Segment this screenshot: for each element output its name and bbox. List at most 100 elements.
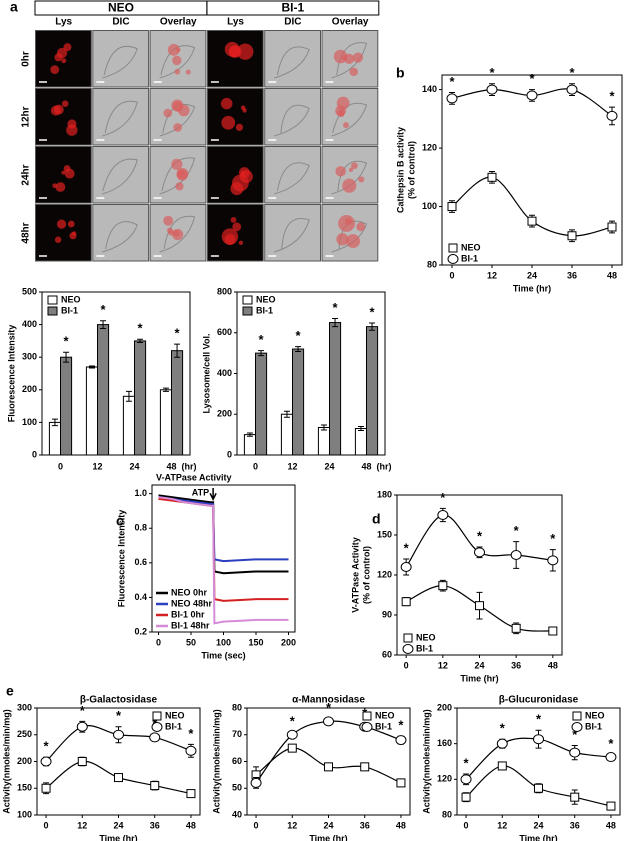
significance-star: * [609,89,615,104]
error-bar [125,390,132,402]
y-tick-label: 80 [442,809,452,819]
marker-circle [606,110,618,121]
significance-star: * [529,71,535,86]
lysosome-signal [239,169,253,184]
marker-circle [605,752,617,763]
micrograph [35,88,92,146]
bar [280,413,293,456]
lysosome-signal [335,166,346,177]
legend-label: NEO [256,294,276,304]
marker-circle [323,716,334,727]
channel-label: Lys [227,17,244,28]
chart: 0 200 400 600 800 Lysosome/cell Vol. 0 12 24 48 (h… [201,286,391,471]
lysosome-signal [344,53,355,64]
annotation: ATP [192,487,209,497]
x-axis-label: Time (hr) [519,833,557,841]
channel-label: DIC [112,17,129,28]
significance-star: * [188,726,194,741]
row-label: 48hr [21,222,32,243]
panel-label: c [116,513,124,529]
error-bar [357,425,364,432]
lysosome-signal [230,217,237,223]
legend-marker [403,633,413,643]
x-tick-label: 24 [533,820,543,830]
significance-star: * [514,523,520,538]
lysosome-signal [352,52,364,63]
y-axis-label: Cathepsin B activity [395,127,405,213]
marker-square [186,789,196,799]
significance-star: * [569,65,575,80]
micrograph [149,88,207,146]
bar [97,324,110,456]
cell-outline [274,162,310,195]
legend-label: NEO [165,710,185,720]
error-bar [295,346,302,352]
lysosome-signal [54,236,62,243]
x-tick-label: 12 [497,820,507,830]
x-tick-label: 100 [216,637,231,647]
micrograph [264,146,322,204]
marker-square [567,231,577,241]
lysosome-signal [229,45,242,58]
series-line [158,497,289,602]
legend-marker [361,722,373,732]
series-line [158,494,289,575]
x-axis-label: Time (hr) [99,833,137,841]
marker-square [548,626,558,636]
lysosome-signal [338,215,356,232]
marker-square [396,778,406,788]
y-axis-label: Fluorescence Intensity [6,325,16,423]
bar [85,366,99,456]
x-tick-label: 0 [404,660,409,670]
legend-marker [152,711,162,721]
y-tick-label: 150 [17,783,32,793]
y-axis-label: Fluorescence Intensity [116,510,126,608]
legend-marker [151,722,163,732]
y-tick-label: 90 [382,609,392,619]
chart: 0.2 0.4 0.6 0.8 1.0 Fluorescence Intensity Tim… [116,472,296,660]
x-tick-label: 36 [150,820,160,830]
y-tick-label: 0 [227,449,232,459]
y-tick-label: 0.4 [134,592,147,602]
x-tick-label: 48 [361,461,371,471]
lysosome-signal [63,43,72,52]
marker-square [475,601,484,611]
legend-label: BI-1 [165,721,182,731]
micrograph [206,30,264,88]
significance-star: * [404,540,410,555]
lysosome-signal [69,232,77,240]
legend-swatch [47,295,58,305]
marker-circle [569,747,581,758]
lysosome-signal [173,123,182,132]
chart-title: β-Glucuronidase [499,695,579,706]
series-line [158,496,289,625]
x-tick-label: 0 [464,820,469,830]
bar [122,395,136,456]
y-axis-label: Activity(nmoles/min/mg) [211,709,221,814]
legend-label: BI-1 [461,253,478,263]
series-line [158,496,289,563]
channel-label: Overlay [160,17,197,28]
panel-label: e [6,683,14,699]
marker-square [447,202,457,212]
marker-circle [566,84,578,95]
y-tick-label: 80 [232,702,242,712]
y-tick-label: 40 [232,809,242,819]
micrograph [92,30,150,88]
cell-outline [159,157,196,195]
x-tick-label: 0 [58,461,63,471]
marker-square [607,222,617,232]
x-tick-label: 12 [287,461,297,471]
channel-label: Overlay [332,17,369,28]
marker-square [438,581,448,591]
bar [329,322,342,456]
marker-circle [185,745,197,756]
marker-square [570,792,580,802]
cell-outline [274,46,310,79]
legend-label: NEO 0hr [171,587,208,597]
bar [354,428,367,456]
y-tick-label: 160 [437,738,452,748]
marker-square [487,172,497,182]
